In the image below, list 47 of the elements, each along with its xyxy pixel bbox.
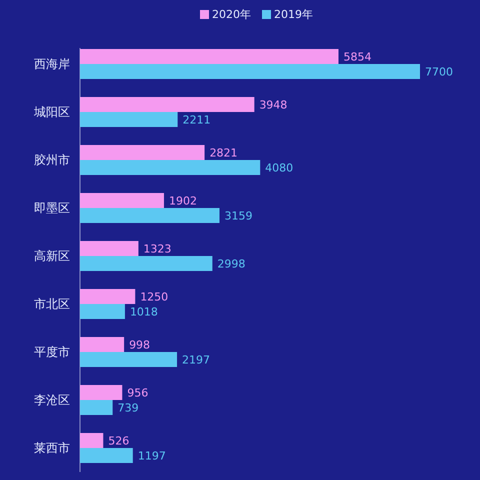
- data-label: 2998: [217, 258, 246, 270]
- data-label: 739: [118, 402, 139, 414]
- bar: [80, 400, 113, 415]
- data-label: 3159: [224, 210, 252, 222]
- bar: [80, 112, 178, 127]
- bar: [80, 97, 254, 112]
- bar: [80, 433, 104, 448]
- legend-label: 2020年: [212, 8, 251, 21]
- y-tick-label: 高新区: [34, 249, 70, 263]
- bar: [80, 160, 260, 175]
- y-tick-label: 平度市: [34, 345, 70, 359]
- bar: [80, 352, 178, 367]
- data-label: 956: [127, 386, 148, 400]
- data-label: 2211: [182, 114, 211, 126]
- data-label: 4080: [265, 162, 294, 174]
- bar: [80, 304, 125, 319]
- y-tick-label: 市北区: [34, 297, 70, 311]
- data-label: 1250: [140, 290, 168, 304]
- bar: [80, 193, 164, 208]
- y-tick-label: 西海岸: [34, 57, 70, 71]
- data-label: 1197: [138, 450, 166, 462]
- bar: [80, 145, 205, 160]
- bar: [80, 64, 420, 79]
- data-label: 1323: [143, 242, 172, 256]
- data-label: 2821: [210, 146, 238, 160]
- legend-label: 2019年: [274, 8, 313, 21]
- bar: [80, 256, 212, 271]
- bar: [80, 385, 122, 400]
- bar: [80, 208, 220, 223]
- y-tick-label: 即墨区: [34, 201, 70, 215]
- y-tick-label: 城阳区: [33, 105, 70, 119]
- y-tick-label: 莱西市: [34, 441, 70, 455]
- data-label: 526: [108, 434, 130, 448]
- data-label: 7700: [425, 66, 453, 78]
- data-label: 998: [129, 338, 150, 352]
- data-label: 3948: [259, 98, 288, 112]
- data-label: 1018: [130, 306, 158, 318]
- bar: [80, 448, 133, 463]
- bar: [80, 337, 124, 352]
- y-tick-label: 李沧区: [34, 393, 70, 407]
- bar: [80, 49, 338, 64]
- bar: [80, 241, 138, 256]
- data-label: 2197: [182, 354, 210, 366]
- data-label: 1902: [168, 194, 197, 208]
- bar: [80, 289, 136, 304]
- y-tick-label: 胶州市: [34, 153, 70, 167]
- data-label: 5854: [343, 50, 372, 64]
